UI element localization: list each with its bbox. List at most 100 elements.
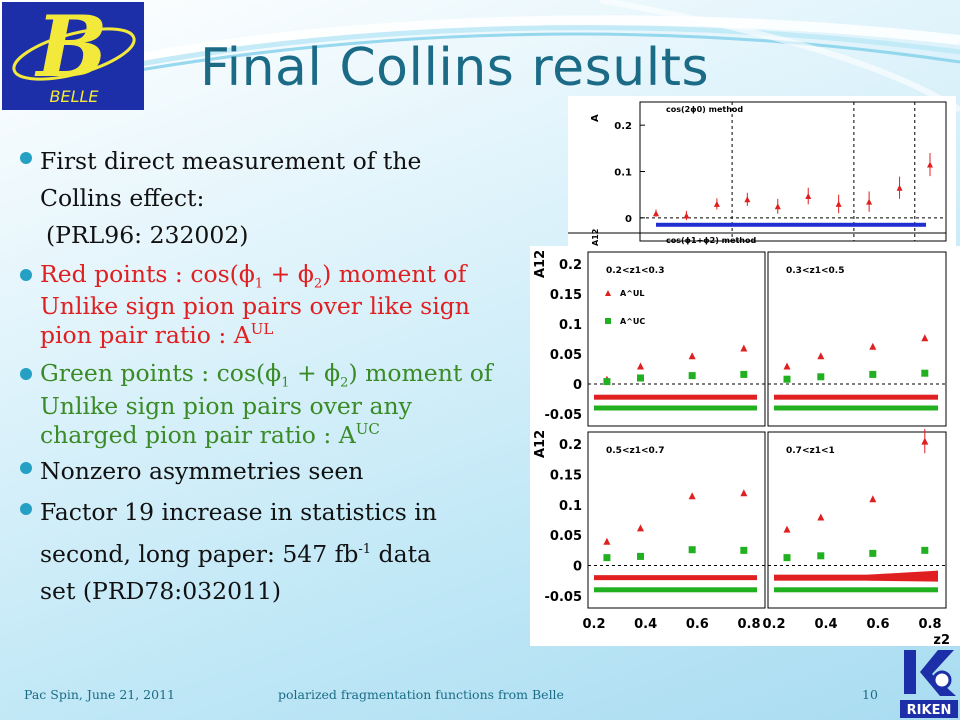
- data-point-square: [921, 369, 929, 377]
- systematic-band: [594, 587, 757, 593]
- bullet-text: Red points : cos(: [40, 260, 239, 288]
- systematic-band: [594, 405, 757, 411]
- tick-label: 0.2: [559, 438, 582, 453]
- tick-label: 0.1: [559, 318, 582, 333]
- tick-label: -0.05: [545, 408, 582, 423]
- data-point-triangle: [637, 524, 644, 532]
- bullet-red-points: Red points : cos(ϕ1 + ϕ2) moment of Unli…: [18, 260, 516, 349]
- legend-label-uc: A^UC: [620, 317, 645, 326]
- data-point-square: [603, 554, 611, 562]
- legend-marker-uc: [605, 318, 611, 324]
- method-annotation: cos(ϕ1+ϕ2) method: [666, 236, 756, 245]
- data-point-triangle: [774, 203, 781, 210]
- subscript: 1: [281, 376, 290, 392]
- header-swoosh: [139, 0, 960, 113]
- data-point-square: [688, 546, 696, 554]
- bullet-statistics: Factor 19 increase in statistics in seco…: [18, 494, 516, 610]
- data-point-triangle: [805, 193, 812, 200]
- systematic-band: [774, 574, 938, 581]
- data-point-triangle: [927, 161, 933, 168]
- data-point-triangle: [921, 437, 929, 445]
- footer-conference: Pac Spin, June 21, 2011: [24, 687, 175, 702]
- belle-logo-letter: B: [35, 2, 108, 96]
- data-point-square: [869, 370, 877, 378]
- panel-label: 0.5<z1<0.7: [606, 446, 664, 456]
- bullet-text: second, long paper: 547 fb-1 data: [40, 531, 516, 573]
- data-point-square: [637, 374, 644, 382]
- phi-symbol: ϕ: [324, 359, 341, 388]
- data-point-square: [688, 372, 696, 380]
- superscript: UL: [250, 320, 274, 339]
- tick-label: 0.05: [550, 348, 582, 363]
- systematic-band: [774, 405, 938, 411]
- bullet-text-part: second, long paper: 547 fb: [40, 539, 359, 568]
- data-point-triangle: [740, 489, 748, 497]
- data-point-triangle: [817, 352, 825, 360]
- x-axis-label: z2: [933, 633, 950, 646]
- data-point-triangle: [869, 495, 877, 503]
- tick-label: 0.8: [737, 617, 760, 632]
- tick-label: 0.4: [634, 617, 657, 632]
- data-point-triangle: [688, 492, 696, 500]
- data-point-square: [603, 378, 611, 386]
- y-tick-label: 0.2: [614, 121, 632, 132]
- bullet-text: ) moment of Unlike sign pion pairs over …: [40, 260, 470, 350]
- data-point-triangle: [896, 184, 903, 191]
- data-point-square: [869, 549, 877, 557]
- data-point-square: [817, 373, 825, 381]
- phi-symbol: ϕ: [297, 260, 314, 288]
- data-point-square: [637, 552, 644, 560]
- y-axis-label: A12: [533, 250, 548, 278]
- chart-a12-panels: 0.2<z1<0.3 A^UL A^UC 0.2 0.15 0.1 0.05 0 -0.05 A1…: [530, 246, 960, 646]
- tick-label: 0.1: [559, 499, 582, 514]
- bullet-first-measurement: First direct measurement of the Collins …: [18, 143, 516, 254]
- phi-symbol: ϕ: [238, 260, 255, 288]
- data-point-triangle: [653, 210, 659, 217]
- bullet-list: First direct measurement of the Collins …: [18, 143, 516, 610]
- bullet-text-part: data: [371, 539, 432, 568]
- tick-label: 0.6: [686, 617, 709, 632]
- tick-label: 0.2: [582, 617, 605, 632]
- panel-frame: [767, 431, 947, 609]
- systematic-band: [594, 575, 757, 581]
- slide-title: Final Collins results: [200, 38, 710, 98]
- data-point-triangle: [744, 196, 751, 203]
- panel-label: 0.2<z1<0.3: [606, 266, 664, 276]
- tick-label: 0.4: [814, 617, 837, 632]
- y-tick-label: 0: [625, 214, 632, 225]
- bullet-nonzero: Nonzero asymmetries seen: [18, 453, 516, 490]
- belle-logo: B BELLE: [2, 2, 144, 110]
- bullet-text: ) moment of Unlike sign pion pairs over …: [40, 359, 493, 449]
- footer-page-number: 10: [862, 687, 878, 702]
- tick-label: 0.6: [866, 617, 889, 632]
- bullet-text: set (PRD78:032011): [40, 576, 282, 605]
- superscript: UC: [355, 419, 380, 438]
- data-point-square: [740, 546, 748, 554]
- data-point-triangle: [683, 212, 690, 219]
- bullet-text: First direct measurement of the: [40, 147, 422, 175]
- bullet-text: (PRL96: 232002): [46, 221, 249, 249]
- data-point-triangle: [713, 200, 720, 207]
- data-point-square: [921, 546, 929, 554]
- bullet-green-points: Green points : cos(ϕ1 + ϕ2) moment of Un…: [18, 359, 516, 449]
- data-point-triangle: [817, 513, 825, 521]
- y-tick-label: 0.1: [614, 168, 632, 179]
- bullet-text: Collins effect:: [40, 184, 205, 212]
- riken-logo: RIKEN: [900, 650, 958, 718]
- tick-label: 0: [573, 378, 582, 393]
- chart-collins-methods: A 0.2 0.1 0 cos(2ϕ0) method A12 cos(ϕ1+ϕ2) met…: [568, 96, 956, 248]
- tick-label: -0.05: [545, 590, 582, 605]
- panel-frame: [767, 251, 947, 427]
- legend-label-ul: A^UL: [620, 289, 645, 298]
- plus-sign: +: [289, 359, 325, 388]
- superscript: -1: [358, 541, 372, 557]
- data-point-triangle: [740, 344, 748, 352]
- data-point-triangle: [835, 200, 842, 207]
- bullet-text: Nonzero asymmetries seen: [40, 456, 364, 485]
- data-point-square: [783, 554, 791, 562]
- data-point-triangle: [603, 537, 611, 545]
- systematic-band: [656, 222, 926, 227]
- subscript: 2: [340, 376, 349, 392]
- bullet-text: Factor 19 increase in statistics in: [40, 497, 437, 526]
- data-point-square: [740, 370, 748, 378]
